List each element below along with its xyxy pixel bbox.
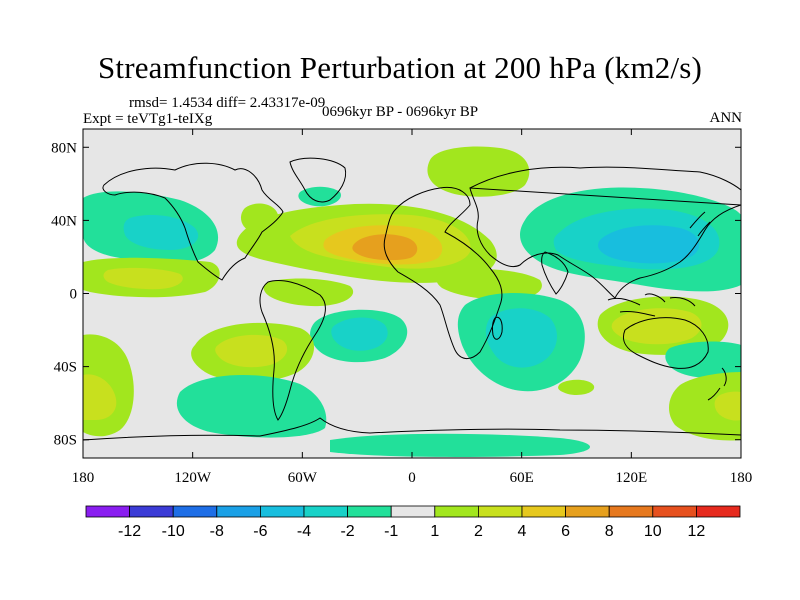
colorbar-swatch — [347, 505, 392, 518]
contour-south-indian-blob — [558, 379, 595, 396]
contour-dateline-high — [668, 372, 741, 441]
lat-tick-label: 40S — [54, 360, 77, 376]
colorbar-swatch — [565, 505, 610, 518]
coastline-india — [541, 251, 569, 295]
lat-tick-label: 80N — [51, 140, 77, 156]
colorbar-swatch — [434, 505, 479, 518]
coastline-antarctica — [83, 417, 741, 441]
colorbar-label: 12 — [688, 523, 706, 540]
contour-sw-pacific-high-2 — [83, 374, 117, 420]
season-label: ANN — [709, 110, 743, 126]
contour-equatorial-atlantic-high — [263, 278, 354, 307]
contour-south-pacific-high-2 — [215, 334, 288, 368]
contour-africa-high — [436, 268, 542, 300]
colorbar-swatch — [303, 505, 348, 518]
contour-southern-ocean-low — [176, 374, 327, 438]
lon-tick-label: 180 — [72, 470, 95, 486]
axis-ticks: 80N 40N 0 40S 80S 180 120W 60W 0 60E 120E 180 — [51, 129, 752, 486]
colorbar-swatch — [521, 505, 566, 518]
coastline-north-america — [102, 162, 284, 281]
contour-indian-ocean-low-2 — [485, 308, 557, 368]
colorbar-label: 1 — [430, 523, 439, 540]
contour-australia-high-2 — [611, 308, 702, 345]
colorbar-label: -4 — [297, 523, 311, 540]
contour-central-pacific-high-2 — [103, 267, 183, 290]
contour-asia-low-3 — [598, 225, 700, 264]
coastline-madagascar — [491, 316, 503, 340]
colorbar-label: 2 — [474, 523, 483, 540]
colorbar-label: 10 — [644, 523, 662, 540]
contour-north-africa-high-4 — [352, 234, 418, 261]
colorbar-swatch — [696, 505, 741, 518]
coastline-japan — [689, 211, 711, 237]
lon-tick-label: 60E — [510, 470, 534, 486]
colorbar: -12 -10 -8 -6 -4 -2 -1 1 2 4 6 8 10 12 — [85, 505, 741, 540]
contour-dateline-high-2 — [714, 391, 741, 421]
lon-tick-label: 60W — [288, 470, 318, 486]
colorbar-swatch — [390, 505, 436, 518]
colorbar-swatch — [652, 505, 697, 518]
coastlines — [83, 157, 741, 441]
coastline-south-america — [259, 280, 326, 421]
lat-tick-label: 80S — [54, 433, 77, 449]
colorbar-swatch — [477, 505, 523, 518]
colorbar-swatch — [85, 505, 130, 518]
colorbar-swatch — [172, 505, 218, 518]
colorbar-label: 6 — [561, 523, 570, 540]
colorbar-swatch — [608, 505, 654, 518]
lon-tick-label: 0 — [408, 470, 416, 486]
contour-antarctic-low — [330, 433, 590, 457]
coastline-europe-africa — [383, 186, 503, 359]
coastline-asia — [469, 166, 741, 299]
colorbar-label: 4 — [518, 523, 527, 540]
colorbar-label: -10 — [162, 523, 185, 540]
lat-tick-label: 40N — [51, 213, 77, 229]
contour-north-pacific-low-2 — [123, 215, 199, 250]
contour-nw-atlantic-high — [240, 203, 279, 234]
colorbar-label: -1 — [384, 523, 398, 540]
contour-fills — [83, 146, 741, 457]
lon-tick-label: 120W — [174, 470, 212, 486]
contour-greenland-low — [298, 186, 341, 207]
contour-arctic-high — [427, 146, 530, 197]
colorbar-swatch — [216, 505, 261, 518]
coastline-new-zealand — [707, 367, 727, 401]
coastline-indonesia — [607, 293, 696, 317]
lat-tick-label: 0 — [70, 287, 78, 303]
coastline-australia — [623, 317, 709, 369]
period-label: 0696kyr BP - 0696kyr BP — [322, 104, 479, 120]
map-title: Streamfunction Perturbation at 200 hPa (… — [97, 50, 703, 85]
colorbar-label: -12 — [118, 523, 141, 540]
contour-south-atlantic-low-2 — [331, 317, 388, 351]
colorbar-label: -6 — [253, 523, 267, 540]
lon-tick-label: 120E — [615, 470, 647, 486]
colorbar-label: -2 — [340, 523, 354, 540]
colorbar-label: 8 — [605, 523, 614, 540]
coastline-greenland — [289, 157, 347, 203]
colorbar-swatch — [129, 505, 174, 518]
lon-tick-label: 180 — [730, 470, 753, 486]
colorbar-label: -8 — [210, 523, 224, 540]
stats-text: rmsd= 1.4534 diff= 2.43317e-09 — [129, 95, 326, 111]
colorbar-swatch — [259, 505, 305, 518]
experiment-label: Expt = teVTg1-teIXg — [83, 111, 213, 127]
